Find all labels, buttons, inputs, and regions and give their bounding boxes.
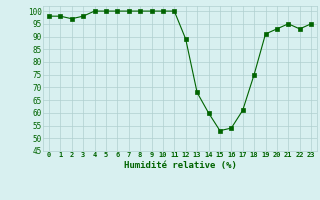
- X-axis label: Humidité relative (%): Humidité relative (%): [124, 161, 236, 170]
